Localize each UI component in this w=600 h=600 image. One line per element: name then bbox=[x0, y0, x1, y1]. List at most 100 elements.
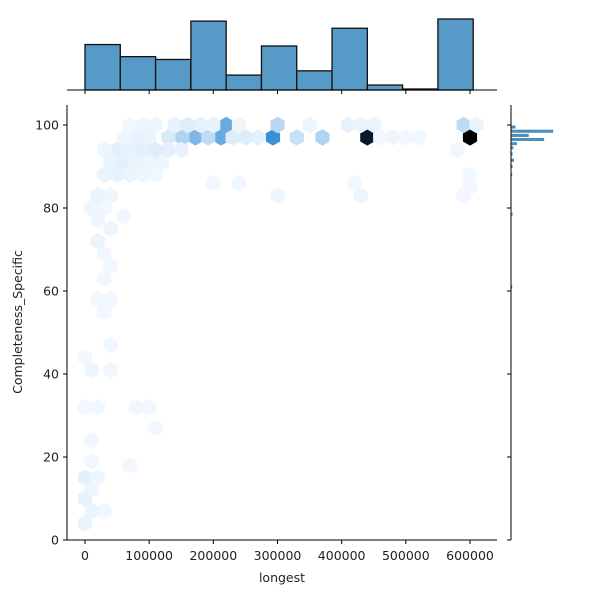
hexbin-cell bbox=[84, 199, 99, 217]
hexbin-cell bbox=[129, 399, 144, 416]
hexbin-cell bbox=[103, 154, 118, 171]
hexbin-cell bbox=[97, 141, 112, 159]
hexbin-cell bbox=[360, 129, 375, 146]
hexbin-cell bbox=[129, 129, 144, 146]
hexbin-cell bbox=[97, 502, 112, 520]
hexbin-cell bbox=[201, 129, 216, 146]
hexbin-cell bbox=[116, 208, 131, 225]
hexbin-cell bbox=[77, 469, 93, 486]
hexbin-cell bbox=[302, 116, 317, 134]
histogram-bar bbox=[510, 142, 517, 146]
histogram-bar bbox=[225, 74, 263, 91]
y-tick-label: 20 bbox=[43, 450, 59, 465]
hexbin-cell bbox=[110, 141, 125, 159]
y-tick-label: 100 bbox=[35, 118, 59, 133]
hexbin-cell bbox=[103, 220, 118, 237]
hexbin-cell bbox=[77, 490, 93, 507]
x-tick-label: 100000 bbox=[125, 548, 173, 563]
hexbin-cell bbox=[347, 174, 362, 192]
hexbin-cell bbox=[462, 166, 478, 183]
hexbin-cell bbox=[97, 166, 112, 183]
hexbin-cell bbox=[122, 166, 137, 183]
hexbin-cell bbox=[456, 187, 471, 204]
x-tick-label: 400000 bbox=[318, 548, 366, 563]
hexbin-cell bbox=[161, 129, 176, 146]
hexbin-cell bbox=[97, 245, 112, 262]
hexbin-cell bbox=[385, 129, 401, 146]
hexbin-cell bbox=[90, 399, 105, 416]
y-tick-label: 60 bbox=[43, 284, 59, 299]
hexbin-cell bbox=[77, 349, 93, 366]
x-tick-label: 500000 bbox=[382, 548, 430, 563]
hexbin-cell bbox=[270, 187, 285, 204]
hexbin-cell bbox=[469, 116, 484, 134]
histogram-bar bbox=[154, 58, 192, 91]
hexbin-cell bbox=[103, 187, 118, 204]
hexbin-cell bbox=[84, 361, 99, 379]
hexbin-cell bbox=[90, 469, 105, 486]
histogram-bar bbox=[510, 125, 516, 129]
hexbin-cell bbox=[148, 141, 163, 159]
hexbin-cell bbox=[193, 116, 208, 134]
histogram-bar bbox=[510, 133, 529, 137]
hexbin-cell bbox=[411, 129, 426, 146]
hexbin-cell bbox=[122, 116, 137, 134]
top-marginal-histogram bbox=[67, 18, 497, 94]
histogram-bar bbox=[296, 70, 333, 91]
hexbin-cell bbox=[116, 129, 131, 146]
hexbin-cell bbox=[231, 174, 247, 192]
y-axis-label: Completeness_Specific bbox=[10, 250, 25, 394]
hexbin-cell bbox=[315, 129, 330, 146]
axes: 0 100000 200000 300000 400000 500000 600000 0 20… bbox=[35, 105, 497, 563]
histogram-bar bbox=[510, 138, 545, 142]
x-tick-label: 300000 bbox=[254, 548, 302, 563]
hexbin-cell bbox=[90, 233, 105, 250]
hexbin-cell bbox=[90, 212, 105, 229]
hexbin-cell bbox=[135, 166, 150, 183]
hexbin-cell bbox=[167, 116, 182, 134]
hexbin-cell bbox=[174, 141, 189, 159]
hexbin-cell bbox=[103, 361, 118, 379]
hexbin-cell bbox=[341, 116, 356, 134]
x-tick-label: 0 bbox=[81, 548, 89, 563]
hexbin-cell bbox=[154, 154, 170, 171]
hexbin-cell bbox=[148, 116, 163, 134]
hexbin-cell bbox=[353, 187, 368, 204]
hexbin-cell bbox=[142, 154, 157, 171]
hexbin-cell bbox=[265, 129, 281, 146]
hexbin-cell bbox=[90, 187, 105, 204]
hexbin-cell bbox=[122, 457, 137, 474]
hexbin-cell bbox=[97, 199, 112, 217]
histogram-bar bbox=[84, 43, 121, 91]
hexbin-cell bbox=[353, 116, 368, 134]
hexbin-cell bbox=[251, 129, 266, 146]
hexbin-cell bbox=[84, 502, 99, 520]
hexbin-cell bbox=[90, 291, 105, 308]
hexbin-cell bbox=[456, 116, 471, 134]
hexbin-cell bbox=[238, 129, 253, 146]
hexbin-cell bbox=[135, 116, 150, 134]
hexbin-cell bbox=[206, 174, 221, 192]
histogram-bar bbox=[260, 45, 298, 91]
y-tick-label: 0 bbox=[51, 533, 59, 548]
hexbin-cell bbox=[373, 129, 388, 146]
hexbin-cell bbox=[462, 129, 478, 146]
histogram-bar bbox=[119, 55, 157, 91]
hexbin-plot-area bbox=[77, 116, 484, 532]
hexbin-cell bbox=[225, 129, 240, 146]
hexbin-cell bbox=[97, 303, 112, 320]
hexbin-cell bbox=[135, 141, 150, 159]
y-tick-label: 80 bbox=[43, 201, 59, 216]
histogram-bar bbox=[437, 18, 474, 91]
x-tick-label: 600000 bbox=[446, 548, 494, 563]
hexbin-cell bbox=[289, 129, 304, 146]
hexbin-cell bbox=[180, 116, 195, 134]
hexbin-cell bbox=[77, 515, 93, 532]
hexbin-cell bbox=[398, 129, 413, 146]
hexbin-cell bbox=[97, 270, 112, 287]
hexbin-cell bbox=[270, 116, 285, 134]
hexbin-cell bbox=[161, 141, 176, 159]
right-marginal-histogram bbox=[507, 105, 554, 541]
x-tick-label: 200000 bbox=[189, 548, 237, 563]
